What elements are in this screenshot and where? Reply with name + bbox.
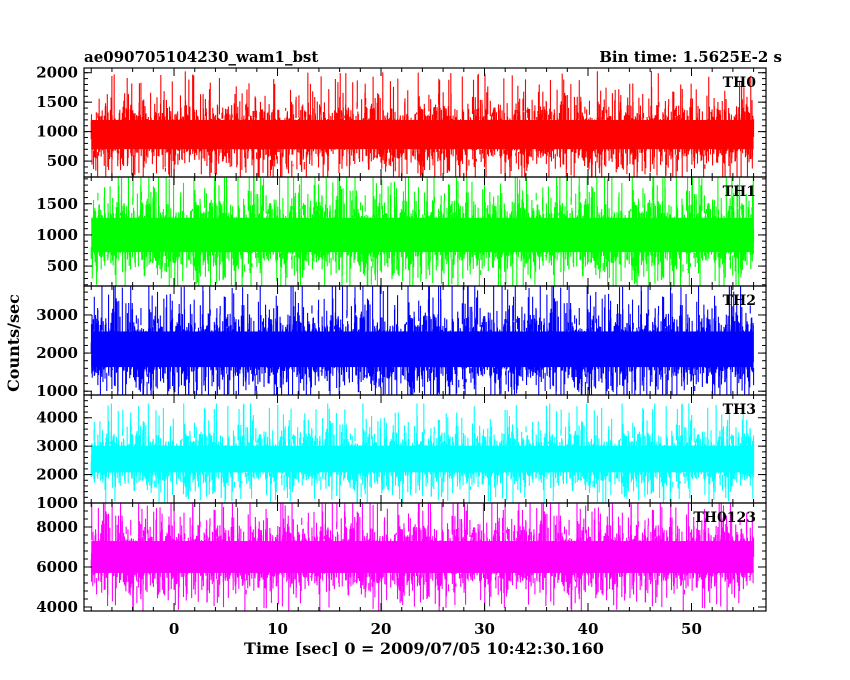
- y-axis-label: Counts/sec: [4, 294, 23, 392]
- chart-title-left: ae090705104230_wam1_bst: [84, 48, 318, 66]
- y-tick-label: 4000: [36, 598, 78, 616]
- panel-frame: [83, 502, 767, 612]
- panel-th2: 1000 2000 3000 TH2: [36, 285, 767, 400]
- series-band-th2: [91, 331, 754, 368]
- y-tick-label: 3000: [36, 306, 78, 324]
- panel-th0123: 4000 6000 8000 TH0123: [36, 502, 767, 616]
- panel-label: TH0: [723, 75, 757, 91]
- panel-label: TH1: [723, 184, 756, 200]
- y-tick-label: 1500: [36, 93, 78, 111]
- series-band-th3: [91, 445, 754, 473]
- x-axis-label: Time [sec] 0 = 2009/07/05 10:42:30.160: [244, 639, 604, 658]
- y-tick-label: 1500: [36, 195, 78, 213]
- y-tick-label: 2000: [36, 344, 78, 362]
- x-tick-label: 0: [169, 620, 179, 638]
- y-tick-label: 1000: [36, 226, 78, 244]
- panel-th1: 500 1000 1500 TH1: [36, 176, 767, 287]
- y-tick-label: 1000: [36, 123, 78, 141]
- panels-group: 500100015002000TH050010001500TH110002000…: [36, 64, 767, 638]
- y-tick-label: 6000: [36, 558, 78, 576]
- panel-th0: 500 1000 1500 2000 TH0: [36, 64, 767, 178]
- y-tick-label: 2000: [36, 64, 78, 82]
- panel-th3: 1000 2000 3000 4000 TH3: [36, 394, 767, 512]
- y-tick-label: 8000: [36, 518, 78, 536]
- y-tick-label: 500: [47, 152, 78, 170]
- panel-label: TH3: [723, 402, 756, 418]
- y-tick-label: 4000: [36, 409, 78, 427]
- panel-label: TH0123: [693, 510, 756, 526]
- y-tick-label: 1000: [36, 494, 78, 512]
- y-tick-label: 2000: [36, 466, 78, 484]
- x-tick-label: 40: [578, 620, 599, 638]
- y-tick-label: 3000: [36, 437, 78, 455]
- chart-title-right: Bin time: 1.5625E-2 s: [599, 48, 782, 66]
- x-tick-label: 30: [474, 620, 495, 638]
- panel-label: TH2: [723, 293, 756, 309]
- series-band-th0123: [91, 541, 754, 573]
- x-tick-label: 50: [681, 620, 702, 638]
- x-tick-label: 20: [371, 620, 392, 638]
- series-band-th1: [91, 217, 754, 253]
- series-band-th0: [91, 119, 754, 150]
- x-tick-label: 10: [267, 620, 288, 638]
- y-tick-label: 1000: [36, 382, 78, 400]
- y-tick-label: 500: [47, 257, 78, 275]
